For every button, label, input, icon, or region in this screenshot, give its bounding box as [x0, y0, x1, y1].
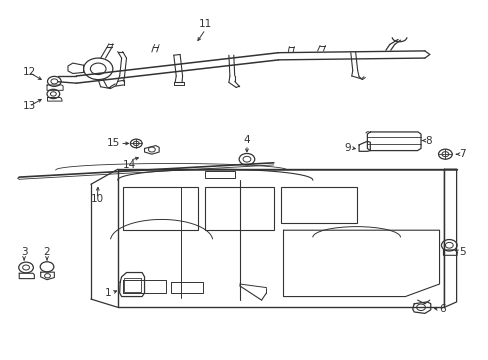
Text: 3: 3: [21, 247, 27, 257]
Text: 2: 2: [43, 247, 50, 257]
Text: 10: 10: [90, 194, 103, 204]
Text: 15: 15: [107, 139, 120, 148]
Text: 13: 13: [22, 102, 36, 112]
Bar: [205, 171, 234, 178]
Text: 7: 7: [458, 149, 465, 159]
Text: 14: 14: [123, 160, 136, 170]
Bar: [205, 187, 273, 230]
Bar: [281, 187, 356, 223]
Text: 5: 5: [458, 247, 465, 257]
Text: 1: 1: [105, 288, 112, 298]
Text: 4: 4: [243, 135, 250, 145]
Text: 6: 6: [439, 304, 445, 314]
Bar: [123, 278, 141, 292]
Text: 8: 8: [424, 136, 430, 145]
Text: 12: 12: [22, 67, 36, 77]
Bar: [122, 187, 198, 230]
Text: 9: 9: [344, 143, 350, 153]
Text: 11: 11: [199, 19, 212, 30]
